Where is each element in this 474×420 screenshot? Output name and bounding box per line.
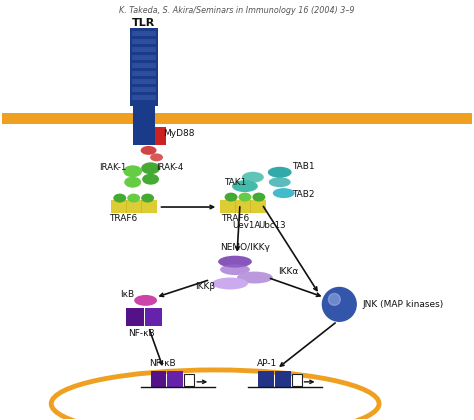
Bar — [132, 87, 155, 92]
Bar — [111, 200, 156, 213]
Bar — [133, 123, 155, 145]
Bar — [126, 308, 144, 326]
Bar — [132, 79, 155, 84]
Text: TAK1: TAK1 — [224, 178, 246, 186]
Text: Ubc13: Ubc13 — [258, 221, 285, 231]
Ellipse shape — [134, 295, 157, 306]
Bar — [275, 371, 291, 387]
Ellipse shape — [141, 162, 160, 174]
Ellipse shape — [212, 278, 248, 289]
Text: TLR: TLR — [132, 18, 155, 28]
Text: NF-κB: NF-κB — [128, 329, 155, 338]
Text: NF-κB: NF-κB — [149, 360, 176, 368]
Bar — [132, 47, 155, 52]
Ellipse shape — [225, 193, 237, 202]
Ellipse shape — [142, 174, 159, 185]
Ellipse shape — [141, 146, 156, 155]
Bar — [133, 106, 155, 125]
Bar — [167, 371, 183, 387]
Text: MyD88: MyD88 — [163, 129, 194, 138]
Ellipse shape — [124, 177, 141, 188]
Text: AP-1: AP-1 — [257, 360, 277, 368]
Circle shape — [322, 287, 356, 321]
Text: K. Takeda, S. Akira/Seminars in Immunology 16 (2004) 3–9: K. Takeda, S. Akira/Seminars in Immunolo… — [119, 6, 355, 15]
Bar — [132, 39, 155, 44]
Ellipse shape — [127, 194, 140, 202]
Text: TAB1: TAB1 — [292, 162, 314, 171]
Bar — [235, 200, 236, 213]
Text: IKKβ: IKKβ — [195, 282, 215, 291]
Bar — [141, 200, 142, 213]
Ellipse shape — [150, 153, 163, 161]
Bar — [132, 71, 155, 76]
Text: TRAF6: TRAF6 — [221, 215, 249, 223]
Bar — [145, 308, 163, 326]
Bar — [132, 63, 155, 68]
Text: IκB: IκB — [119, 290, 134, 299]
Ellipse shape — [238, 193, 251, 202]
Ellipse shape — [252, 193, 265, 202]
Bar — [132, 55, 155, 60]
Text: NEMO/IKKγ: NEMO/IKKγ — [220, 243, 270, 252]
Text: IRAK-1: IRAK-1 — [99, 163, 127, 172]
Ellipse shape — [242, 172, 264, 183]
Bar — [132, 95, 155, 100]
Text: Uev1A: Uev1A — [232, 221, 260, 231]
Ellipse shape — [273, 188, 295, 198]
Text: JNK (MAP kinases): JNK (MAP kinases) — [362, 300, 443, 309]
Ellipse shape — [113, 194, 126, 202]
Bar — [1, 113, 473, 123]
Bar — [130, 28, 157, 106]
Bar — [155, 126, 166, 145]
Bar — [258, 371, 274, 387]
Ellipse shape — [237, 272, 273, 284]
Ellipse shape — [218, 256, 252, 268]
Ellipse shape — [268, 167, 292, 178]
Bar — [151, 371, 166, 387]
Ellipse shape — [220, 264, 250, 275]
Ellipse shape — [141, 194, 154, 202]
Bar — [132, 31, 155, 36]
Bar — [184, 374, 194, 386]
Circle shape — [328, 294, 340, 305]
Text: TAB2: TAB2 — [292, 189, 314, 199]
Text: TRAF6: TRAF6 — [109, 215, 137, 223]
Ellipse shape — [232, 180, 258, 192]
Text: IKKα: IKKα — [278, 267, 298, 276]
Ellipse shape — [269, 177, 291, 187]
Ellipse shape — [123, 165, 142, 177]
Bar — [220, 200, 266, 213]
Bar — [126, 200, 127, 213]
Bar — [250, 200, 251, 213]
Text: IRAK-4: IRAK-4 — [156, 163, 183, 172]
Bar — [292, 374, 301, 386]
